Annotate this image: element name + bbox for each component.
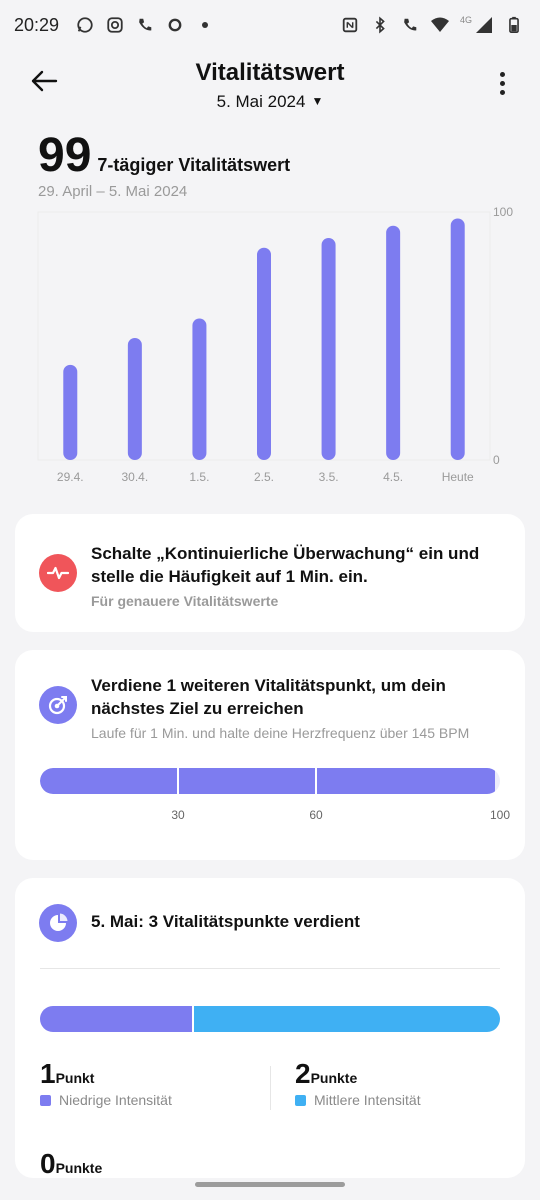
signal-icon [474, 15, 494, 35]
high-intensity-value: 0 [40, 1148, 56, 1179]
x-tick-label: 3.5. [319, 470, 339, 484]
score-label: 7-tägiger Vitalitätswert [97, 155, 291, 175]
chart-bar [63, 364, 78, 460]
mid-intensity-segment [193, 1006, 500, 1032]
score-date-range: 29. April – 5. Mai 2024 [38, 183, 188, 200]
mid-intensity-unit: Punkte [310, 1070, 358, 1086]
goal-text: Verdiene 1 weiteren Vitalitätspunkt, um … [91, 676, 446, 718]
x-tick-label: 30.4. [122, 470, 149, 484]
progress-tick-label: 60 [309, 808, 323, 822]
monitoring-hint-card[interactable]: Schalte „Kontinuierliche Überwachung“ ei… [15, 514, 525, 632]
circle-icon [165, 15, 185, 35]
chart-bar [257, 247, 271, 460]
x-tick-label: Heute [442, 470, 474, 484]
intensity-stacked-bar [40, 1006, 500, 1032]
points-earned-card: 5. Mai: 3 Vitalitätspunkte verdient 1Pun… [15, 878, 525, 1180]
y-tick-label: 0 [493, 453, 500, 467]
status-time: 20:29 [14, 14, 60, 35]
low-intensity-unit: Punkt [55, 1070, 95, 1086]
score-summary: 99 7-tägiger Vitalitätswert [38, 130, 290, 182]
app-bar: Vitalitätswert 5. Mai 2024 ▼ [0, 55, 540, 120]
low-intensity-label: Niedrige Intensität [59, 1092, 172, 1108]
low-intensity-value: 1 [40, 1058, 56, 1089]
arrow-left-icon [31, 70, 58, 92]
progress-tick-label: 30 [171, 808, 185, 822]
wifi-call-icon [135, 15, 155, 35]
wifi-icon [430, 15, 450, 35]
phone-wifi-icon [400, 15, 420, 35]
caret-down-icon: ▼ [311, 94, 324, 108]
divider [40, 968, 500, 969]
high-intensity-unit: Punkte [55, 1160, 103, 1176]
chart-bar [450, 218, 465, 460]
y-tick-label: 100 [493, 205, 513, 219]
x-tick-label: 2.5. [254, 470, 274, 484]
date-selector-label: 5. Mai 2024 [216, 92, 306, 111]
more-dot [499, 80, 505, 86]
low-intensity-segment [40, 1006, 192, 1032]
instagram-icon [105, 15, 125, 35]
x-tick-label: 4.5. [383, 470, 403, 484]
more-options-button[interactable] [490, 65, 514, 101]
page-title: Vitalitätswert [195, 59, 345, 86]
metric-divider [270, 1066, 271, 1110]
bluetooth-icon [370, 15, 390, 35]
more-dot [499, 89, 505, 95]
dot-icon [195, 15, 215, 35]
segment-gap [191, 1006, 194, 1032]
progress-tick-label: 100 [489, 808, 511, 822]
nfc-icon [340, 15, 360, 35]
high-intensity-metric: 0Punkte [40, 1148, 102, 1180]
low-intensity-swatch [40, 1094, 51, 1106]
back-button[interactable] [26, 63, 62, 99]
status-bar: 20:29 4G [0, 0, 540, 50]
goal-subtext: Laufe für 1 Min. und halte deine Herzfre… [91, 725, 470, 741]
progress-separator [177, 768, 179, 794]
chart-bar [192, 318, 207, 460]
mid-intensity-value: 2 [295, 1058, 311, 1089]
chart-bar [321, 237, 336, 460]
points-title: 5. Mai: 3 Vitalitätspunkte verdient [91, 912, 360, 931]
vitality-bar-chart: 100 0 29.4. 30.4. 1.5. 2.5. 3.5. 4.5. Heute [37, 205, 513, 484]
x-tick-label: 1.5. [189, 470, 209, 484]
mid-intensity-swatch [295, 1094, 306, 1106]
home-indicator[interactable] [195, 1182, 345, 1187]
progress-separator [315, 768, 317, 794]
next-goal-card[interactable]: Verdiene 1 weiteren Vitalitätspunkt, um … [15, 650, 525, 860]
date-selector[interactable]: 5. Mai 2024 ▼ [0, 92, 540, 112]
battery-icon [504, 15, 524, 35]
goal-progress-bar [40, 768, 500, 794]
mid-intensity-metric: 2Punkte Mittlere Intensität [295, 1058, 421, 1108]
goal-progress-fill [40, 768, 496, 794]
whatsapp-icon [75, 15, 95, 35]
monitoring-hint-subtext: Für genauere Vitalitätswerte [91, 593, 279, 609]
more-dot [499, 71, 505, 77]
monitoring-hint-text: Schalte „Kontinuierliche Überwachung“ ei… [91, 544, 480, 586]
heartbeat-icon [39, 554, 77, 592]
x-tick-label: 29.4. [57, 470, 84, 484]
chart-bar [386, 225, 401, 460]
low-intensity-metric: 1Punkt Niedrige Intensität [40, 1058, 172, 1108]
score-value: 99 [38, 129, 92, 182]
target-icon [39, 686, 77, 724]
chart-bar [127, 338, 142, 460]
pie-chart-icon [39, 904, 77, 942]
mid-intensity-label: Mittlere Intensität [314, 1092, 421, 1108]
network-type-label: 4G [459, 15, 472, 25]
